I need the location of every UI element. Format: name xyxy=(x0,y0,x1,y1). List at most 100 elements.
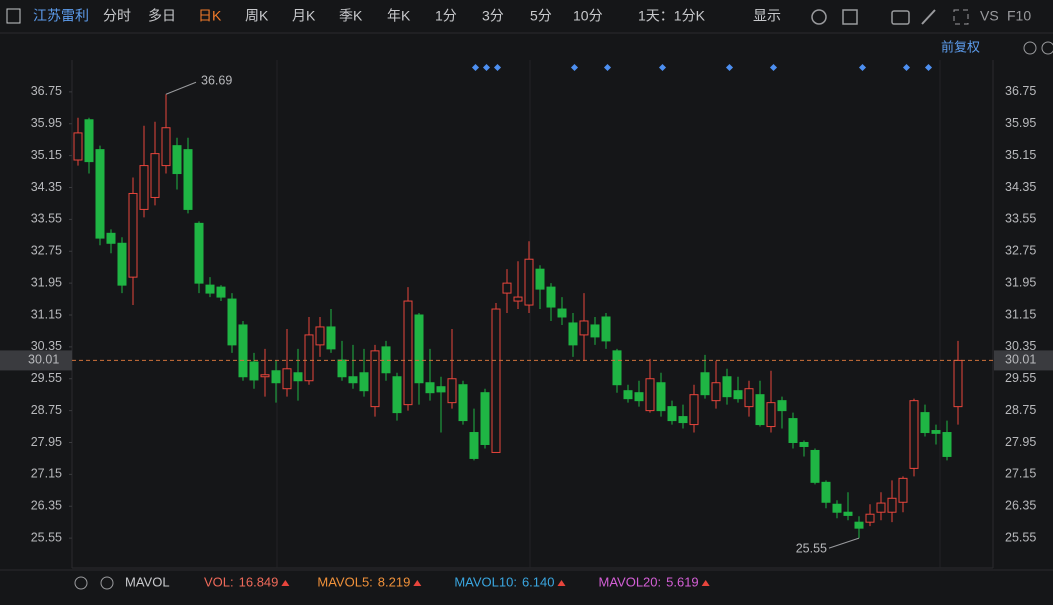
period-select[interactable]: 1天：1分K xyxy=(638,8,706,24)
adjust-select[interactable]: 前复权 xyxy=(941,39,980,54)
y-tick-label: 25.55 xyxy=(31,530,62,544)
display-menu[interactable]: 显示 xyxy=(753,8,781,24)
y-tick-label-right: 30.35 xyxy=(1005,339,1036,353)
checkbox-icon[interactable] xyxy=(842,9,858,25)
candle-body xyxy=(128,192,138,278)
last-price-label: 30.01 xyxy=(28,353,59,367)
stock-name[interactable]: 江苏雷利 xyxy=(33,8,89,24)
y-tick-label-right: 31.15 xyxy=(1005,307,1036,321)
candle-body xyxy=(172,145,182,175)
tab[interactable]: 多日 xyxy=(148,8,176,24)
y-tick-label-right: 34.35 xyxy=(1005,180,1036,194)
tab[interactable]: 分时 xyxy=(103,8,131,24)
tab[interactable]: 年K xyxy=(387,8,411,24)
indicator-name[interactable]: MAVOL xyxy=(125,574,170,589)
candle-body xyxy=(348,376,358,384)
candle-body xyxy=(821,481,831,503)
tab[interactable]: 日K xyxy=(198,8,222,24)
indicator-settings-icon[interactable] xyxy=(74,576,88,590)
y-tick-label: 31.15 xyxy=(31,307,62,321)
menu-icon[interactable] xyxy=(6,8,21,24)
candle-body xyxy=(623,390,633,400)
event-marker[interactable] xyxy=(482,63,491,72)
y-tick-label-right: 33.55 xyxy=(1005,212,1036,226)
event-marker[interactable] xyxy=(902,63,911,72)
zoom-out-icon[interactable] xyxy=(1023,41,1037,55)
y-tick-label-right: 31.95 xyxy=(1005,275,1036,289)
candle-body xyxy=(568,322,578,346)
candle-body xyxy=(535,268,545,290)
candle-body xyxy=(799,441,809,447)
indicator-value: 5.619 xyxy=(666,574,699,589)
indicator-close-icon[interactable] xyxy=(100,576,114,590)
indicator-label: MAVOL10: xyxy=(454,574,517,589)
candle-body xyxy=(887,497,897,513)
candle-body xyxy=(271,370,281,384)
y-tick-label-right: 27.15 xyxy=(1005,467,1036,481)
high-pointer xyxy=(165,81,197,95)
draw-icon[interactable] xyxy=(921,9,936,25)
settings-icon[interactable] xyxy=(811,9,827,25)
candle-body xyxy=(612,350,622,386)
candle-body xyxy=(458,384,468,422)
event-marker[interactable] xyxy=(725,63,734,72)
event-marker[interactable] xyxy=(769,63,778,72)
y-tick-label: 34.35 xyxy=(31,180,62,194)
last-price-box-right xyxy=(994,350,1053,371)
tab-bar: 分时 多日 日K 周K 月K 季K 年K 1分 3分 5分 10分 xyxy=(103,8,603,24)
event-marker[interactable] xyxy=(858,63,867,72)
candle-body xyxy=(942,432,952,457)
y-tick-label-right: 36.75 xyxy=(1005,84,1036,98)
event-marker[interactable] xyxy=(658,63,667,72)
candle-body xyxy=(282,368,292,390)
trend-arrow xyxy=(413,580,422,586)
tab[interactable]: 1分 xyxy=(435,8,457,24)
candle-body xyxy=(700,372,710,396)
candle-body xyxy=(711,382,721,402)
candle-body xyxy=(502,282,512,294)
zoom-in-icon[interactable] xyxy=(1041,41,1053,55)
indicator-value: 6.140 xyxy=(522,574,555,589)
y-tick-label-right: 35.15 xyxy=(1005,148,1036,162)
candle-body xyxy=(810,449,820,483)
tab[interactable]: 5分 xyxy=(530,8,552,24)
y-tick-label: 27.15 xyxy=(31,467,62,481)
y-tick-label-right: 28.75 xyxy=(1005,403,1036,417)
candle-body xyxy=(84,119,94,163)
vs-button[interactable]: VS xyxy=(980,8,999,24)
high-label: 36.69 xyxy=(201,74,232,88)
candlestick-plot: 25.55 25.55 26.35 26.35 27.15 27.15 27.95 27.95… xyxy=(0,74,1053,555)
camera-icon[interactable] xyxy=(891,10,910,25)
candle-body xyxy=(139,165,149,210)
event-marker[interactable] xyxy=(493,63,502,72)
candle-body xyxy=(557,308,567,318)
candle-body xyxy=(909,400,919,469)
candle-body xyxy=(425,382,435,394)
y-tick-label: 27.95 xyxy=(31,435,62,449)
candle-body xyxy=(953,359,963,408)
f10-button[interactable]: F10 xyxy=(1007,8,1031,24)
tab[interactable]: 周K xyxy=(245,8,269,24)
tab[interactable]: 10分 xyxy=(573,8,603,24)
event-marker[interactable] xyxy=(570,63,579,72)
tab[interactable]: 月K xyxy=(292,8,316,24)
candle-body xyxy=(150,153,160,198)
y-tick-label: 35.15 xyxy=(31,148,62,162)
event-marker[interactable] xyxy=(603,63,612,72)
tab[interactable]: 3分 xyxy=(482,8,504,24)
candle-body xyxy=(491,308,501,453)
event-marker[interactable] xyxy=(924,63,933,72)
fullscreen-icon[interactable] xyxy=(953,9,969,25)
candle-body xyxy=(876,502,886,513)
y-tick-label-right: 32.75 xyxy=(1005,244,1036,258)
candle-body xyxy=(216,286,226,298)
event-marker[interactable] xyxy=(471,63,480,72)
candle-body xyxy=(403,300,413,406)
candle-body xyxy=(832,503,842,513)
candle-body xyxy=(304,334,314,382)
tab[interactable]: 季K xyxy=(339,8,363,24)
candle-body xyxy=(843,511,853,516)
candle-body xyxy=(194,222,204,284)
candle-body xyxy=(854,521,864,529)
y-tick-label: 31.95 xyxy=(31,275,62,289)
